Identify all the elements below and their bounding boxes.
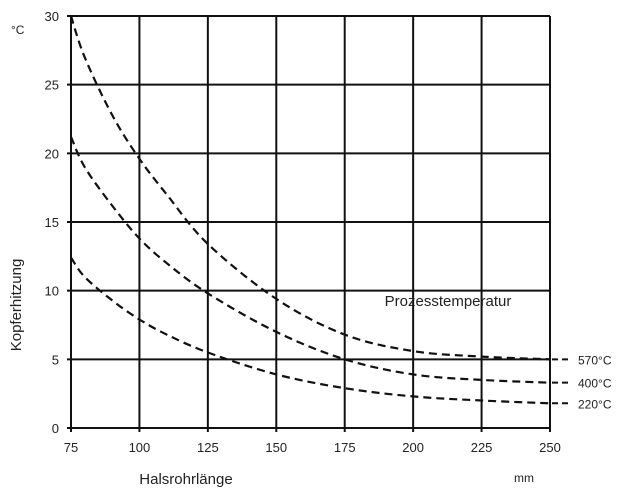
x-tick-label: 75 — [64, 440, 78, 455]
x-tick-label: 150 — [265, 440, 287, 455]
y-unit-label: °C — [11, 23, 25, 37]
y-tick-label: 15 — [45, 215, 59, 230]
x-tick-labels: 75 100 125 150 175 200 225 250 — [64, 440, 561, 455]
y-tick-label: 10 — [45, 284, 59, 299]
series-line — [69, 136, 551, 384]
y-tick-label: 25 — [45, 78, 59, 93]
x-tick-label: 225 — [471, 440, 493, 455]
series-label: 400°C — [578, 377, 612, 391]
y-tick-label: 20 — [45, 146, 59, 161]
x-tick-label: 100 — [129, 440, 151, 455]
y-tick-label: 5 — [52, 352, 59, 367]
series-line — [70, 257, 551, 405]
x-tick-label: 250 — [539, 440, 561, 455]
series-lines — [69, 15, 551, 405]
x-unit-label: mm — [514, 471, 534, 485]
y-tick-labels: 0 5 10 15 20 25 30 — [45, 9, 59, 436]
x-tick-label: 200 — [402, 440, 424, 455]
y-tick-label: 30 — [45, 9, 59, 24]
y-tick-label: 0 — [52, 421, 59, 436]
series-label: 220°C — [578, 397, 612, 411]
x-tick-label: 125 — [197, 440, 219, 455]
y-axis-label: Kopferhitzung — [8, 259, 25, 352]
x-tick-label: 175 — [334, 440, 356, 455]
series-labels: 570°C 400°C 220°C — [552, 353, 612, 411]
grid — [67, 15, 551, 432]
series-label: 570°C — [578, 353, 612, 367]
x-axis-label: Halsrohrlänge — [139, 471, 232, 488]
series-line — [69, 15, 551, 361]
legend-title: Prozesstemperatur — [385, 293, 512, 310]
